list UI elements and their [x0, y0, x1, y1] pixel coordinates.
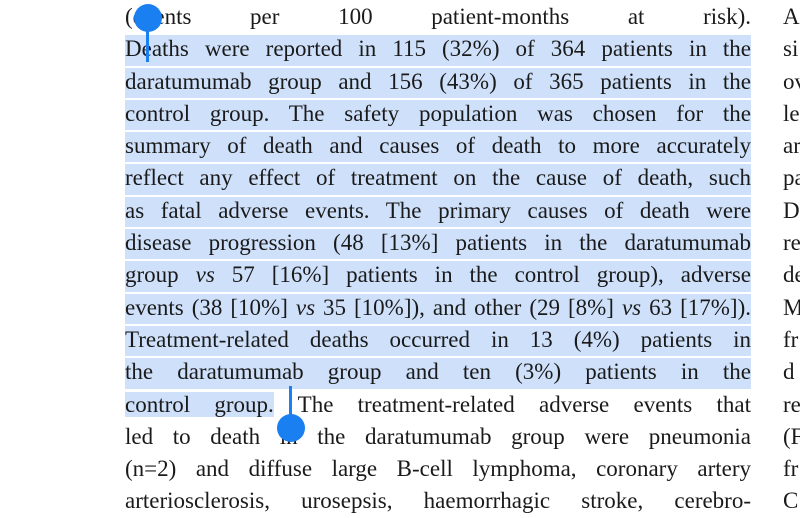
- text-span[interactable]: The treatment-related adverse events tha…: [273, 391, 751, 417]
- text-line[interactable]: D: [783, 197, 800, 223]
- text-line[interactable]: Deaths were reported in 115 (32%) of 364…: [125, 33, 751, 66]
- right-column: Asi ov le ar pa Dre de Mfr d re (F fr C: [783, 1, 800, 518]
- text-span[interactable]: as fatal adverse events. The primary cau…: [125, 197, 751, 223]
- text-span[interactable]: (events per 100 patient-months at risk).: [125, 4, 751, 29]
- selection-start-handle[interactable]: [134, 4, 162, 32]
- text-span[interactable]: group: [125, 262, 196, 288]
- text-line[interactable]: arteriosclerosis, urosepsis, haemorrhagi…: [125, 485, 751, 517]
- text-line[interactable]: (n=2) and diffuse large B-cell lymphoma,…: [125, 453, 751, 485]
- text-span[interactable]: the daratumumab group and ten (3%) patie…: [125, 359, 751, 385]
- text-line[interactable]: si: [783, 36, 799, 62]
- text-line[interactable]: reflect any effect of treatment on the c…: [125, 162, 751, 195]
- italic-text[interactable]: vs: [295, 294, 316, 320]
- text-line[interactable]: the daratumumab group and ten (3%) patie…: [125, 356, 751, 389]
- text-line[interactable]: de: [783, 262, 800, 288]
- text-span[interactable]: 63 [17%]).: [641, 294, 751, 320]
- text-span[interactable]: control group.: [125, 391, 274, 417]
- text-span[interactable]: led to death in the daratumumab group we…: [125, 423, 751, 449]
- text-line[interactable]: Treatment-related deaths occurred in 13 …: [125, 324, 751, 357]
- text-line[interactable]: as fatal adverse events. The primary cau…: [125, 195, 751, 228]
- text-line[interactable]: control group. The safety population was…: [125, 98, 751, 131]
- text-line[interactable]: ar: [783, 133, 800, 159]
- text-line[interactable]: (events per 100 patient-months at risk).: [125, 1, 751, 33]
- text-span[interactable]: daratumumab group and 156 (43%) of 365 p…: [125, 68, 751, 94]
- text-span[interactable]: events (38 [10%]: [125, 294, 296, 320]
- text-span[interactable]: (n=2) and diffuse large B-cell lymphoma,…: [125, 456, 751, 482]
- text-line[interactable]: daratumumab group and 156 (43%) of 365 p…: [125, 66, 751, 98]
- selection-end-stem[interactable]: [289, 386, 292, 416]
- text-line[interactable]: group vs 57 [16%] patients in the contro…: [125, 259, 751, 292]
- text-span[interactable]: reflect any effect of treatment on the c…: [125, 165, 751, 191]
- text-span[interactable]: Treatment-related deaths occurred in 13 …: [125, 326, 751, 352]
- text-line[interactable]: control group. The treatment-related adv…: [125, 389, 751, 421]
- text-span[interactable]: control group. The safety population was…: [125, 100, 751, 126]
- selection-start-stem[interactable]: [146, 20, 149, 62]
- text-line[interactable]: (F: [783, 423, 800, 449]
- left-column: (events per 100 patient-months at risk).…: [125, 1, 751, 518]
- selection-end-handle[interactable]: [277, 414, 305, 442]
- text-span[interactable]: arteriosclerosis, urosepsis, haemorrhagi…: [125, 488, 751, 514]
- text-line[interactable]: ov: [783, 68, 800, 94]
- text-line[interactable]: fr: [783, 456, 799, 482]
- text-line[interactable]: C: [783, 488, 799, 514]
- text-line[interactable]: re: [783, 391, 800, 417]
- text-line[interactable]: summary of death and causes of death to …: [125, 130, 751, 163]
- text-line[interactable]: A: [783, 4, 800, 29]
- italic-text[interactable]: vs: [195, 262, 215, 288]
- text-line[interactable]: led to death in the daratumumab group we…: [125, 421, 751, 453]
- text-line[interactable]: M: [783, 294, 800, 320]
- text-line[interactable]: disease progression (48 [13%] patients i…: [125, 227, 751, 260]
- text-line[interactable]: events (38 [10%] vs 35 [10%]), and other…: [125, 292, 751, 324]
- text-span[interactable]: 57 [16%] patients in the control group),…: [214, 262, 751, 288]
- text-line[interactable]: d: [783, 359, 795, 385]
- text-line[interactable]: le: [783, 100, 800, 126]
- text-line[interactable]: fr: [783, 326, 799, 352]
- text-span[interactable]: summary of death and causes of death to …: [125, 133, 751, 159]
- italic-text[interactable]: vs: [621, 294, 642, 320]
- text-span[interactable]: disease progression (48 [13%] patients i…: [125, 230, 751, 256]
- text-line[interactable]: pa: [783, 165, 800, 191]
- text-span[interactable]: Deaths were reported in 115 (32%) of 364…: [125, 36, 751, 62]
- text-span[interactable]: 35 [10%]), and other (29 [8%]: [315, 294, 622, 320]
- text-line[interactable]: re: [783, 230, 800, 256]
- reader-screen: {"left_column": {"lines": [ {"selected":…: [125, 4, 800, 514]
